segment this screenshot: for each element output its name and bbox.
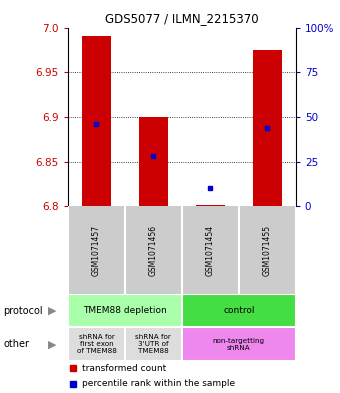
Text: non-targetting
shRNA: non-targetting shRNA [213,338,265,351]
Text: shRNA for
3'UTR of
TMEM88: shRNA for 3'UTR of TMEM88 [135,334,171,354]
Text: ▶: ▶ [49,306,57,316]
Text: ▶: ▶ [49,340,57,349]
Title: GDS5077 / ILMN_2215370: GDS5077 / ILMN_2215370 [105,12,259,25]
Bar [82,37,111,206]
Text: GSM1071456: GSM1071456 [149,224,158,275]
Bar [253,50,282,206]
Text: GSM1071454: GSM1071454 [206,224,215,275]
Bar [182,294,296,327]
Text: percentile rank within the sample: percentile rank within the sample [82,379,235,388]
Bar [68,327,125,361]
Text: GSM1071455: GSM1071455 [263,224,272,275]
Bar [125,327,182,361]
Bar [196,204,225,206]
Bar [182,327,296,361]
Text: transformed count: transformed count [82,364,166,373]
Text: TMEM88 depletion: TMEM88 depletion [83,306,167,315]
Text: control: control [223,306,255,315]
Text: other: other [3,340,29,349]
Text: GSM1071457: GSM1071457 [92,224,101,275]
Text: protocol: protocol [3,306,43,316]
Text: shRNA for
first exon
of TMEM88: shRNA for first exon of TMEM88 [76,334,116,354]
Bar [68,294,182,327]
Bar [139,117,168,206]
